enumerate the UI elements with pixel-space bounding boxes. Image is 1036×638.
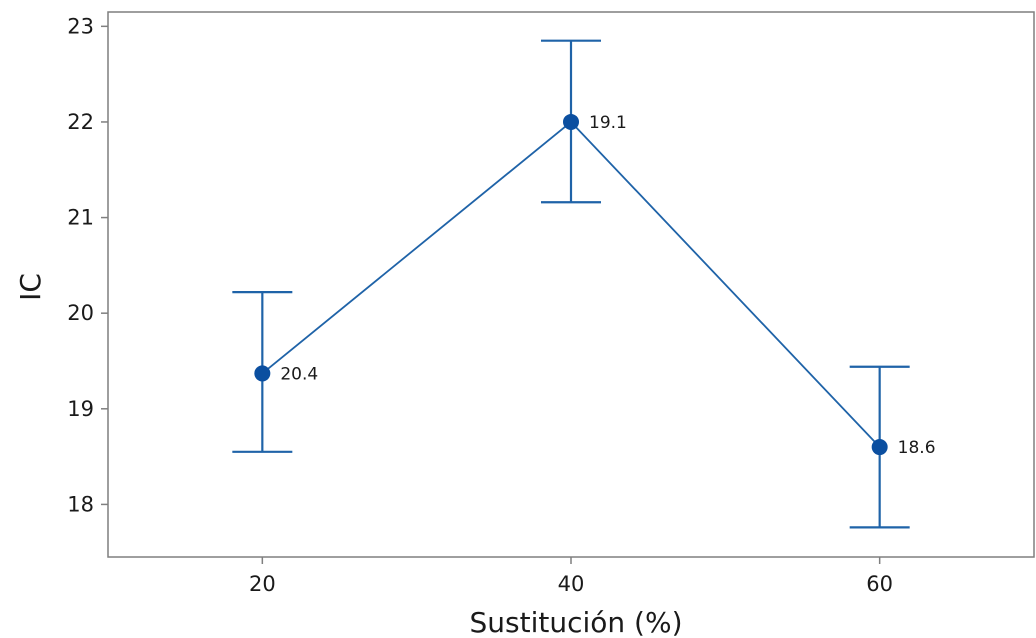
- y-tick-label: 19: [67, 397, 94, 421]
- y-tick-label: 18: [67, 492, 94, 516]
- data-point: [254, 365, 271, 382]
- y-tick-label: 21: [67, 206, 94, 230]
- data-point: [563, 113, 579, 130]
- y-tick-label: 20: [67, 301, 94, 325]
- y-tick-label: 22: [67, 110, 94, 134]
- y-axis-ticks: 18 19 20 21 22 23: [67, 14, 108, 516]
- x-axis-title: Sustitución (%): [470, 606, 683, 638]
- data-label: 18.6: [898, 438, 936, 458]
- x-tick-label: 60: [866, 572, 893, 596]
- series-layer: 20.4 19.1 18.6: [232, 39, 936, 529]
- x-axis-ticks: 20 40 60: [249, 557, 893, 596]
- y-tick-label: 23: [67, 14, 94, 38]
- x-tick-label: 20: [249, 572, 276, 596]
- data-label: 20.4: [280, 364, 318, 384]
- x-tick-label: 40: [558, 572, 585, 596]
- y-axis-title: IC: [14, 273, 47, 301]
- data-point: [871, 439, 888, 456]
- data-label: 19.1: [589, 113, 627, 133]
